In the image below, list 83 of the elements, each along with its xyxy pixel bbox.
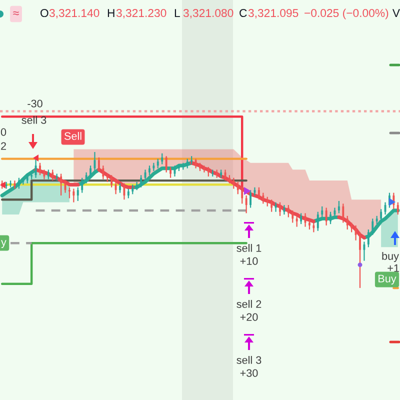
candlestick xyxy=(18,177,20,190)
text: 3,321.095 xyxy=(248,8,298,18)
text: ≈ xyxy=(13,11,19,16)
text: sell 2 xyxy=(236,300,262,308)
candlestick xyxy=(396,202,399,216)
candlestick xyxy=(274,202,277,212)
point xyxy=(358,262,362,268)
candlestick xyxy=(236,181,239,195)
text: +20 xyxy=(240,313,258,321)
text: 3,321.140 xyxy=(49,8,100,18)
text: 3,321.080 xyxy=(183,8,234,18)
candlestick xyxy=(363,241,366,262)
candlestick xyxy=(321,206,324,218)
candlestick xyxy=(170,166,172,178)
annotation: sell 1 xyxy=(236,244,262,252)
candlestick xyxy=(43,169,46,180)
candlestick xyxy=(287,204,290,218)
candlestick xyxy=(60,173,62,196)
text: -30 xyxy=(28,100,42,108)
text: V xyxy=(392,9,400,17)
text: sell 3 xyxy=(22,116,46,124)
candlestick xyxy=(161,152,164,165)
candlestick xyxy=(81,177,84,194)
candlestick xyxy=(47,169,50,180)
candlestick xyxy=(232,177,235,190)
text: 3,321.230 xyxy=(116,8,166,18)
candlestick xyxy=(258,186,260,200)
candlestick xyxy=(165,156,168,173)
candlestick xyxy=(110,174,113,188)
annotation: y xyxy=(1,240,6,248)
candlestick xyxy=(148,165,150,176)
candlestick xyxy=(85,172,88,184)
candlestick xyxy=(207,166,210,178)
candlestick xyxy=(72,188,75,203)
candlestick xyxy=(292,210,294,224)
annotation: Buy xyxy=(378,274,396,285)
text: sell 3 xyxy=(236,356,262,364)
text: C xyxy=(240,8,247,18)
annotation: +1 xyxy=(388,264,399,272)
candlestick xyxy=(26,173,28,184)
candlestick xyxy=(228,174,230,184)
text: L xyxy=(174,9,180,17)
candlestick xyxy=(123,182,126,200)
candlestick xyxy=(308,219,310,230)
candlestick xyxy=(119,182,121,194)
candlestick xyxy=(114,181,117,195)
candlestick xyxy=(241,186,244,204)
candlestick xyxy=(346,215,348,230)
candlestick xyxy=(132,184,134,195)
text: −0.025 (−0.00%) xyxy=(304,8,388,20)
candlestick xyxy=(245,194,248,214)
candlestick xyxy=(250,190,252,208)
annotation: buy xyxy=(382,252,399,262)
text: O xyxy=(40,8,48,18)
candlestick xyxy=(325,207,328,226)
candlestick xyxy=(270,199,273,212)
candlestick xyxy=(76,186,79,202)
candlestick xyxy=(262,192,264,204)
candlestick xyxy=(316,211,319,232)
candlestick xyxy=(266,196,268,207)
text: Sell xyxy=(64,132,82,140)
candlestick xyxy=(52,169,54,182)
candlestick xyxy=(338,200,340,214)
candlestick xyxy=(90,165,92,178)
candlestick xyxy=(342,203,344,224)
annotation: +10 xyxy=(240,257,258,265)
candlestick xyxy=(127,188,130,199)
candlestick xyxy=(330,211,332,225)
text: H xyxy=(108,9,114,17)
candlestick xyxy=(283,204,286,216)
candlestick xyxy=(350,222,353,233)
candlestick xyxy=(68,186,70,199)
candlestick xyxy=(312,222,315,233)
candlestick xyxy=(372,218,374,236)
candlestick xyxy=(296,215,298,228)
candlestick xyxy=(380,208,382,222)
candlestick xyxy=(279,202,281,216)
text: +30 xyxy=(240,369,258,377)
candlestick xyxy=(140,174,142,188)
text: 0 xyxy=(0,128,6,136)
candlestick xyxy=(300,212,302,225)
text: 2 xyxy=(1,142,6,150)
candlestick xyxy=(102,165,104,180)
